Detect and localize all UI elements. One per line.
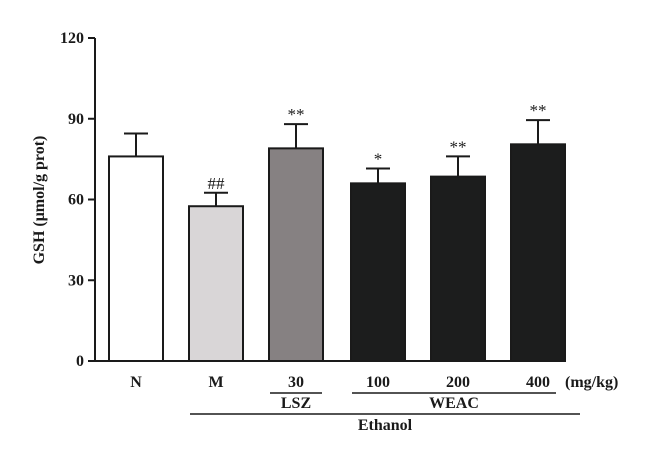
y-tick-label: 90 [68, 111, 84, 128]
significance-marker: ## [208, 174, 226, 193]
y-tick-label: 0 [76, 353, 84, 370]
plot-area: 0 30 60 90 120 N ## M ** 30 * 100 ** 200 ** 400 LSZ WEAC E… [60, 30, 580, 434]
y-tick-label: 30 [68, 272, 84, 289]
unit-label: (mg/kg) [565, 374, 618, 391]
significance-marker: ** [450, 137, 467, 156]
bar [430, 175, 486, 362]
group-label: WEAC [429, 395, 479, 412]
significance-marker: * [374, 150, 383, 169]
bar [108, 155, 164, 362]
x-tick-label: N [130, 374, 142, 391]
group-label: Ethanol [358, 417, 413, 434]
group-label: LSZ [281, 395, 311, 412]
x-tick-label: 100 [366, 374, 390, 391]
significance-marker: ** [288, 105, 305, 124]
y-axis-label: GSH (μmol/g prot) [31, 136, 48, 265]
significance-marker: ** [530, 101, 547, 120]
x-tick-label: 200 [446, 374, 470, 391]
y-tick-label: 120 [60, 30, 84, 47]
y-tick-label: 60 [68, 192, 84, 209]
bar [268, 147, 324, 362]
x-tick-label: 400 [526, 374, 550, 391]
bar [350, 182, 406, 362]
bar [188, 205, 244, 362]
bar [510, 143, 566, 362]
x-tick-label: M [208, 374, 223, 391]
x-tick-label: 30 [288, 374, 304, 391]
